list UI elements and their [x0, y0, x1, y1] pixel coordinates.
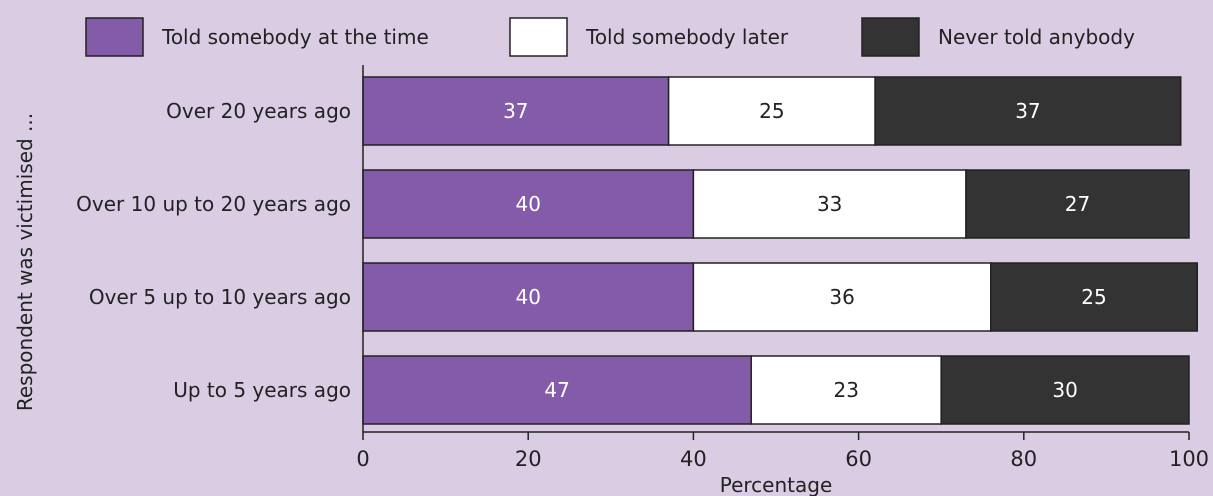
- bar-segment-0-0: [362, 76, 670, 146]
- data-label-1-2: 27: [1065, 192, 1090, 216]
- category-label-3: Up to 5 years ago: [173, 378, 351, 402]
- legend-label-2: Never told anybody: [938, 25, 1135, 49]
- x-tick-label-5: 100: [1169, 447, 1209, 471]
- bar-segment-3-0: [362, 355, 752, 425]
- data-label-2-0: 40: [515, 285, 540, 309]
- data-label-2-1: 36: [829, 285, 854, 309]
- data-label-1-1: 33: [817, 192, 842, 216]
- x-tick-label-0: 0: [356, 447, 369, 471]
- data-label-0-0: 37: [503, 99, 528, 123]
- bar-segment-1-1: [692, 169, 967, 239]
- data-label-1-0: 40: [515, 192, 540, 216]
- x-tick-label-3: 60: [845, 447, 872, 471]
- bar-segment-1-2: [965, 169, 1190, 239]
- data-label-3-1: 23: [833, 378, 858, 402]
- bar-segment-1-0: [362, 169, 695, 239]
- x-tick-label-2: 40: [680, 447, 707, 471]
- x-tick-label-1: 20: [515, 447, 542, 471]
- category-label-2: Over 5 up to 10 years ago: [89, 285, 351, 309]
- bar-segment-0-2: [874, 76, 1182, 146]
- category-label-0: Over 20 years ago: [166, 99, 351, 123]
- legend-label-1: Told somebody later: [585, 25, 789, 49]
- bar-segment-0-1: [667, 76, 876, 146]
- legend-label-0: Told somebody at the time: [161, 25, 429, 49]
- bar-segment-2-2: [990, 262, 1199, 332]
- legend-swatch-2: [861, 17, 920, 57]
- data-label-3-0: 47: [544, 378, 569, 402]
- bar-segment-2-0: [362, 262, 695, 332]
- data-label-0-1: 25: [759, 99, 784, 123]
- y-axis: Over 20 years ago Over 10 up to 20 years …: [76, 65, 364, 432]
- bars: 37 25 37 40 33 27 40 36 25 47 23 30: [362, 76, 1199, 425]
- x-axis-label: Percentage: [720, 473, 833, 496]
- bar-segment-3-2: [940, 355, 1190, 425]
- legend-swatch-1: [509, 17, 568, 57]
- x-axis: 0 20 40 60 80 100: [356, 431, 1209, 471]
- category-label-1: Over 10 up to 20 years ago: [76, 192, 351, 216]
- legend-swatch-0: [85, 17, 144, 57]
- data-label-2-2: 25: [1081, 285, 1106, 309]
- legend: Told somebody at the time Told somebody l…: [85, 17, 1135, 57]
- data-label-3-2: 30: [1052, 378, 1077, 402]
- y-axis-label: Respondent was victimised ...: [13, 113, 37, 411]
- data-label-0-2: 37: [1015, 99, 1040, 123]
- x-tick-label-4: 80: [1010, 447, 1037, 471]
- bar-segment-2-1: [692, 262, 992, 332]
